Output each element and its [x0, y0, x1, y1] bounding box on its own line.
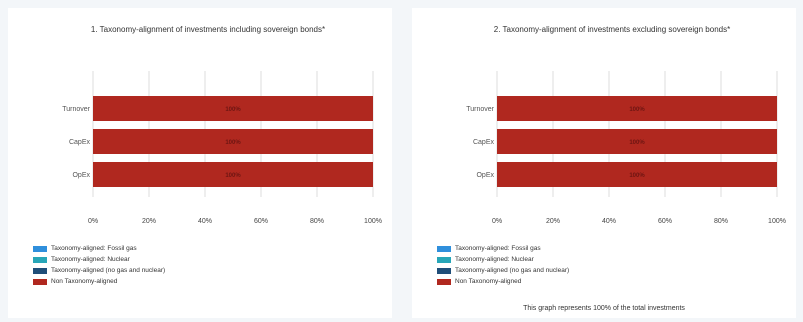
- legend-label: Taxonomy-aligned: Nuclear: [455, 256, 534, 263]
- legend-swatch-fossil-gas: [33, 245, 47, 252]
- bar-data-label: 100%: [225, 173, 241, 179]
- legend-swatch-fossil-gas: [437, 245, 451, 252]
- x-tick-label: 40%: [602, 218, 616, 225]
- legend-label: Non Taxonomy-aligned: [455, 278, 522, 285]
- x-tick-label: 40%: [198, 218, 212, 225]
- legend-item-nuclear: Taxonomy-aligned: Nuclear: [437, 254, 569, 265]
- legend-item-non-aligned: Non Taxonomy-aligned: [437, 276, 569, 287]
- legend-label: Taxonomy-aligned: Fossil gas: [51, 245, 137, 252]
- chart-panel-including-sovereign-bonds: 1. Taxonomy-alignment of investments inc…: [8, 8, 392, 318]
- x-tick-label: 80%: [714, 218, 728, 225]
- legend-swatch-non-aligned: [33, 278, 47, 285]
- bar-segment: [497, 96, 777, 121]
- bar-chart-including-sovereign-bonds: 0% 20% 40% 60% 80% 100% Turnover 100% CapEx 100% O…: [62, 71, 382, 225]
- bar-segment: [497, 129, 777, 154]
- y-category-label: OpEx: [476, 172, 494, 179]
- legend-label: Taxonomy-aligned (no gas and nuclear): [455, 267, 570, 274]
- x-tick-label: 100%: [364, 218, 382, 225]
- legend-item-nuclear: Taxonomy-aligned: Nuclear: [33, 254, 165, 265]
- bar-segment: [497, 162, 777, 187]
- bar-segment: [93, 96, 373, 121]
- legend-swatch-no-gas-nuclear: [437, 267, 451, 274]
- chart-panel-excluding-sovereign-bonds: 2. Taxonomy-alignment of investments exc…: [412, 8, 796, 318]
- bar-data-label: 100%: [629, 107, 645, 113]
- legend-item-no-gas-nuclear: Taxonomy-aligned (no gas and nuclear): [33, 265, 165, 276]
- legend-item-non-aligned: Non Taxonomy-aligned: [33, 276, 165, 287]
- y-category-label: CapEx: [473, 139, 495, 146]
- x-tick-label: 60%: [658, 218, 672, 225]
- legend-swatch-nuclear: [437, 256, 451, 263]
- legend-item-fossil-gas: Taxonomy-aligned: Fossil gas: [437, 243, 569, 254]
- chart-title: 1. Taxonomy-alignment of investments inc…: [90, 25, 326, 34]
- legend-label: Taxonomy-aligned (no gas and nuclear): [51, 267, 166, 274]
- y-category-label: OpEx: [72, 172, 90, 179]
- legend: Taxonomy-aligned: Fossil gas Taxonomy-al…: [33, 243, 165, 287]
- chart-footnote: This graph represents 100% of the total …: [523, 305, 685, 312]
- x-tick-label: 100%: [768, 218, 786, 225]
- x-tick-label: 0%: [492, 218, 502, 225]
- bar-chart-excluding-sovereign-bonds: 0% 20% 40% 60% 80% 100% Turnover 100% CapEx 100% O…: [466, 71, 786, 225]
- legend-swatch-non-aligned: [437, 278, 451, 285]
- legend: Taxonomy-aligned: Fossil gas Taxonomy-al…: [437, 243, 569, 287]
- x-tick-label: 20%: [142, 218, 156, 225]
- legend-item-no-gas-nuclear: Taxonomy-aligned (no gas and nuclear): [437, 265, 569, 276]
- bar-segment: [93, 129, 373, 154]
- legend-swatch-nuclear: [33, 256, 47, 263]
- legend-label: Non Taxonomy-aligned: [51, 278, 118, 285]
- x-tick-label: 0%: [88, 218, 98, 225]
- x-tick-label: 80%: [310, 218, 324, 225]
- legend-label: Taxonomy-aligned: Nuclear: [51, 256, 130, 263]
- legend-label: Taxonomy-aligned: Fossil gas: [455, 245, 541, 252]
- bar-data-label: 100%: [225, 107, 241, 113]
- bar-data-label: 100%: [629, 173, 645, 179]
- x-tick-label: 60%: [254, 218, 268, 225]
- chart-title: 2. Taxonomy-alignment of investments exc…: [493, 25, 731, 34]
- y-category-label: Turnover: [466, 106, 494, 113]
- legend-swatch-no-gas-nuclear: [33, 267, 47, 274]
- bar-data-label: 100%: [629, 140, 645, 146]
- bar-segment: [93, 162, 373, 187]
- bar-data-label: 100%: [225, 140, 241, 146]
- y-category-label: Turnover: [62, 106, 90, 113]
- legend-item-fossil-gas: Taxonomy-aligned: Fossil gas: [33, 243, 165, 254]
- y-category-label: CapEx: [69, 139, 91, 146]
- x-tick-label: 20%: [546, 218, 560, 225]
